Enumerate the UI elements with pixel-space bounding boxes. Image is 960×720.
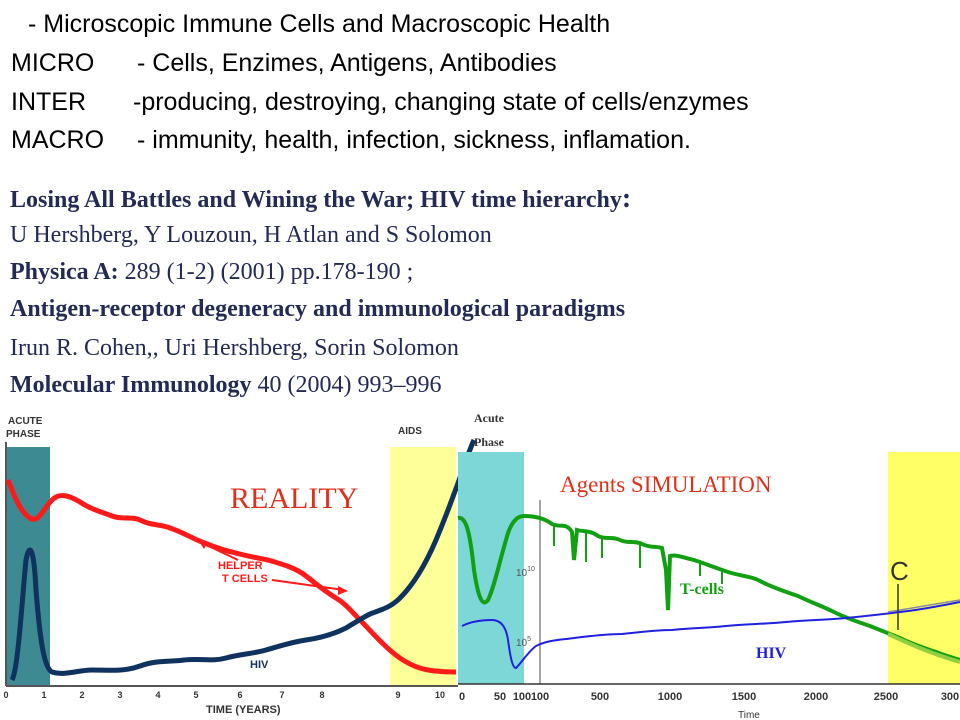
simulation-x-axis-label: Time bbox=[738, 710, 760, 720]
ref2-authors: Irun R. Cohen,, Uri Hershberg, Sorin Sol… bbox=[10, 335, 459, 361]
reality-x-tick: 0 bbox=[3, 690, 8, 700]
ref2-journal: Molecular Immunology bbox=[10, 372, 252, 398]
reality-helper-arrow-2 bbox=[271, 579, 345, 591]
reality-hiv-curve bbox=[9, 438, 477, 682]
reality-x-tick: 4 bbox=[155, 690, 160, 700]
reality-tcells-curve bbox=[5, 479, 457, 675]
reality-hiv-label: HIV bbox=[250, 659, 269, 671]
ref1-journal-line: Physica A: 289 (1-2) (2001) pp.178-190 ; bbox=[10, 259, 413, 286]
reality-x-tick: 8 bbox=[319, 690, 324, 700]
reality-x-tick: 10 bbox=[435, 690, 445, 700]
simulation-x-tick: 1000 bbox=[658, 691, 682, 703]
ref1-journal: Physica A: bbox=[10, 259, 119, 285]
reality-helper-arrowhead-2 bbox=[338, 586, 348, 595]
simulation-c-marker: C bbox=[890, 556, 909, 586]
ref2-title: Antigen-receptor degeneracy and immunolo… bbox=[10, 296, 625, 323]
simulation-acute-label-2: Phase bbox=[474, 435, 505, 449]
header-title: - Microscopic Immune Cells and Macroscop… bbox=[28, 10, 611, 38]
reality-x-tick: 9 bbox=[395, 690, 400, 700]
simulation-label: Agents SIMULATION bbox=[560, 472, 772, 497]
reality-helper-arrowhead-1 bbox=[198, 540, 208, 549]
reality-x-tick: 1 bbox=[41, 690, 46, 700]
reality-helper-arrow-1 bbox=[199, 541, 239, 561]
simulation-y-tick-bottom: 105 bbox=[516, 636, 531, 649]
simulation-x-tick: 300 bbox=[941, 691, 959, 703]
macro-term: MACRO bbox=[11, 126, 105, 154]
hiv-comparison-figure: ACUTE PHASE AIDS HELPER T CELLS HIV REAL… bbox=[3, 411, 960, 720]
ref1-title-line: Losing All Battles and Wining the War; H… bbox=[10, 183, 631, 215]
simulation-hiv-label: HIV bbox=[756, 645, 787, 662]
simulation-x-ticks: 0 50 100 100 500 1000 1500 2000 2500 300 bbox=[459, 691, 959, 703]
simulation-hiv-tail bbox=[887, 599, 960, 613]
reality-x-axis-label: TIME (YEARS) bbox=[206, 704, 281, 716]
reality-acute-label-2: PHASE bbox=[6, 429, 41, 440]
simulation-x-tick: 500 bbox=[591, 691, 609, 703]
ref2-journal-line: Molecular Immunology 40 (2004) 993–996 bbox=[10, 372, 442, 399]
reality-helper-label-1: HELPER bbox=[218, 560, 263, 572]
reality-label: REALITY bbox=[230, 482, 358, 515]
simulation-acute-label-1: Acute bbox=[474, 411, 505, 425]
reality-x-tick: 7 bbox=[279, 690, 284, 700]
simulation-acute-band bbox=[458, 452, 524, 684]
reality-helper-label-2: T CELLS bbox=[222, 573, 268, 585]
reality-x-ticks: 0 1 2 3 4 5 6 7 8 9 10 bbox=[3, 690, 445, 700]
reality-x-tick: 2 bbox=[79, 690, 84, 700]
simulation-x-tick: 0 bbox=[459, 691, 465, 703]
inter-term: INTER bbox=[11, 88, 86, 116]
simulation-x-tick: 1500 bbox=[732, 691, 756, 703]
simulation-tcells-curve bbox=[457, 513, 960, 662]
reality-aids-label: AIDS bbox=[398, 426, 422, 437]
simulation-hiv-curve bbox=[461, 601, 960, 670]
simulation-tcells-spikes bbox=[553, 524, 723, 584]
reality-x-tick: 5 bbox=[193, 690, 198, 700]
simulation-x-tick: 100 bbox=[513, 691, 531, 703]
ref2-title-text: Antigen-receptor degeneracy and immunolo… bbox=[10, 296, 626, 322]
micro-desc: - Cells, Enzimes, Antigens, Antibodies bbox=[137, 49, 557, 77]
inter-desc: -producing, destroying, changing state o… bbox=[133, 88, 749, 116]
simulation-late-band bbox=[888, 452, 960, 684]
reality-plot: ACUTE PHASE AIDS HELPER T CELLS HIV REAL… bbox=[3, 416, 477, 716]
simulation-y-tick-top: 1010 bbox=[516, 566, 535, 579]
macro-desc: - immunity, health, infection, sickness,… bbox=[137, 126, 691, 154]
simulation-plot: Acute Phase Agents SIMULATION 1010 105 T… bbox=[457, 411, 960, 720]
simulation-x-tick: 2500 bbox=[874, 691, 898, 703]
ref1-authors: U Hershberg, Y Louzoun, H Atlan and S So… bbox=[10, 222, 492, 248]
simulation-tcells-label: T-cells bbox=[680, 581, 724, 598]
ref1-title: Losing All Battles and Wining the War; H… bbox=[10, 187, 622, 213]
ref1-colon: : bbox=[621, 183, 632, 214]
simulation-x-tick: 50 bbox=[494, 691, 506, 703]
reality-x-tick: 3 bbox=[117, 690, 122, 700]
reality-x-tick: 6 bbox=[237, 690, 242, 700]
simulation-x-tick: 2000 bbox=[804, 691, 828, 703]
reality-acute-label-1: ACUTE bbox=[8, 416, 43, 427]
simulation-tcells-tail bbox=[887, 632, 960, 664]
ref1-details: 289 (1-2) (2001) pp.178-190 ; bbox=[118, 259, 414, 285]
ref2-details: 40 (2004) 993–996 bbox=[251, 372, 442, 398]
micro-term: MICRO bbox=[11, 49, 95, 77]
simulation-x-tick: 100 bbox=[531, 691, 549, 703]
